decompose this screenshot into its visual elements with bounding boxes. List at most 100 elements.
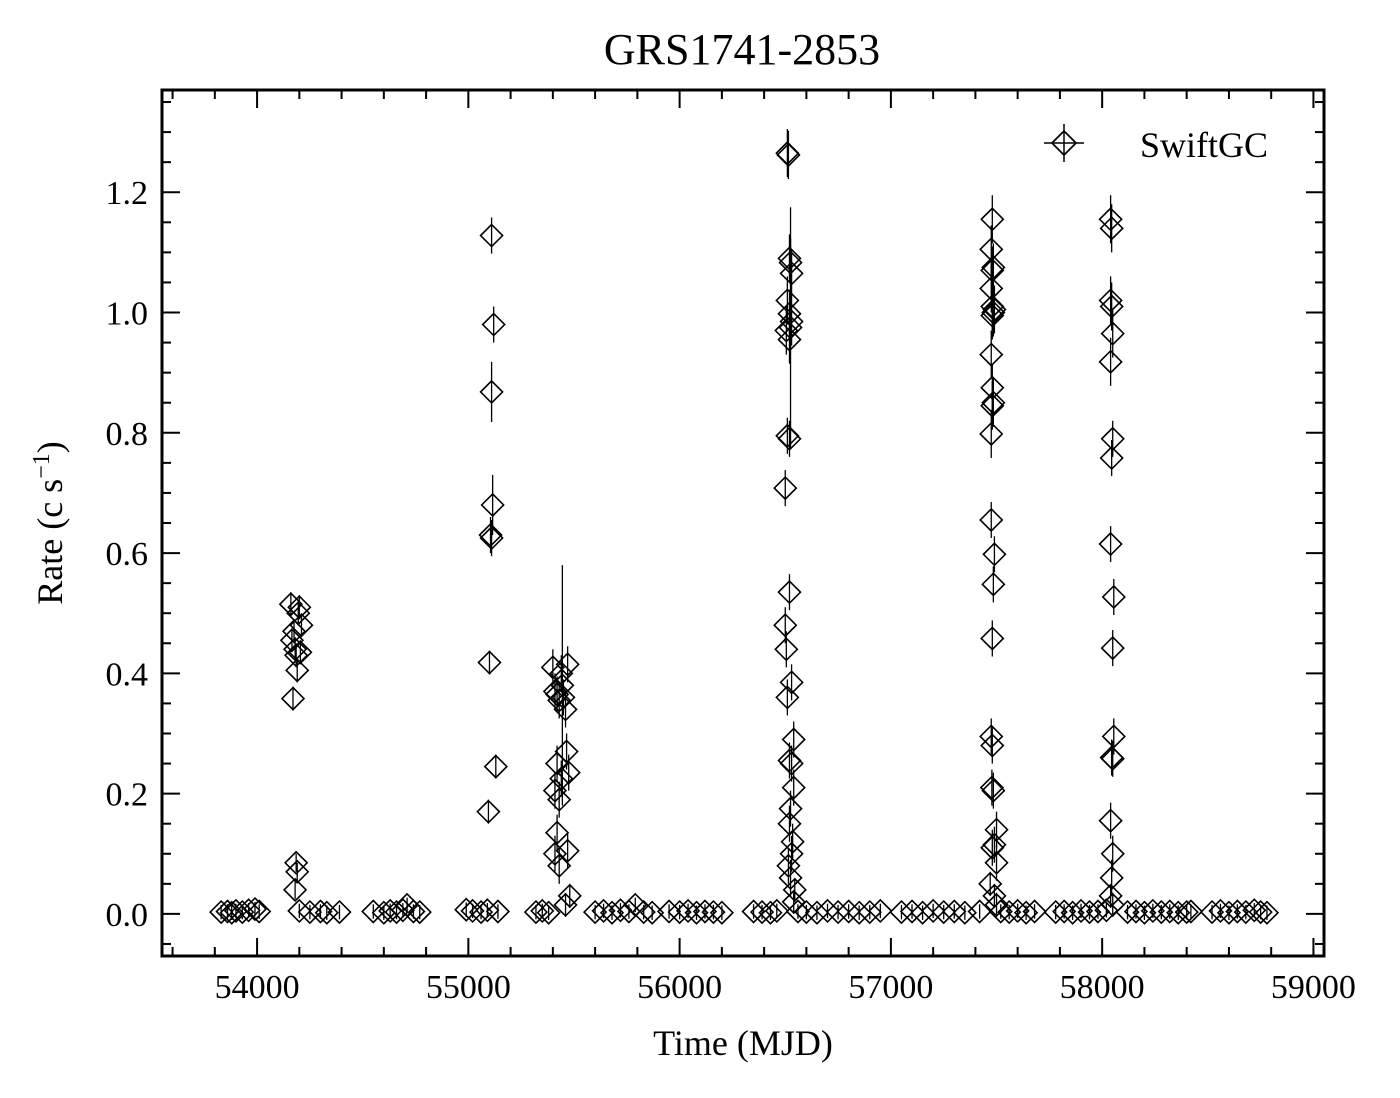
diamond-marker <box>777 327 802 352</box>
data-point <box>781 769 806 806</box>
x-tick-label: 56000 <box>637 969 722 1006</box>
diamond-marker <box>774 637 799 662</box>
data-point <box>555 832 580 869</box>
y-axis-label-close: ) <box>30 441 70 453</box>
diamond-marker <box>779 261 804 286</box>
diamond-marker <box>982 542 1007 567</box>
diamond-marker <box>1100 841 1125 866</box>
diamond-marker <box>1051 899 1077 924</box>
diamond-marker <box>779 751 804 776</box>
diamond-marker <box>1208 898 1233 924</box>
diamond-marker <box>1166 900 1191 925</box>
diamond-marker <box>407 899 432 925</box>
data-point <box>775 276 800 325</box>
data-point <box>776 130 801 180</box>
diamond-marker <box>544 682 570 707</box>
data-point <box>778 859 803 896</box>
diamond-marker <box>774 318 799 343</box>
diamond-marker <box>942 899 967 924</box>
data-point <box>542 772 568 809</box>
data-point <box>479 217 504 254</box>
diamond-marker <box>773 613 798 638</box>
data-point <box>776 847 801 884</box>
diamond-marker <box>1013 900 1039 925</box>
diamond-marker <box>978 871 1003 896</box>
diamond-marker <box>536 900 561 925</box>
diamond-marker <box>981 572 1006 597</box>
diamond-marker <box>825 899 851 925</box>
diamond-marker <box>1099 865 1124 890</box>
y-axis-label-sup: −1 <box>29 453 55 479</box>
diamond-marker <box>1115 899 1140 925</box>
y-axis-label-main: Rate (c s <box>30 479 70 605</box>
legend: SwiftGC <box>1044 124 1268 165</box>
data-point <box>485 899 511 924</box>
data-point <box>741 899 766 924</box>
data-point <box>773 470 798 507</box>
diamond-marker <box>804 900 830 925</box>
data-point <box>407 899 432 925</box>
data-point <box>982 285 1007 334</box>
data-point <box>289 613 314 638</box>
diamond-marker <box>230 899 255 925</box>
diamond-marker <box>1098 349 1123 374</box>
data-point <box>1157 899 1182 924</box>
diamond-marker <box>979 775 1005 800</box>
data-point <box>984 844 1009 881</box>
diamond-marker <box>608 898 633 923</box>
x-tick-label: 57000 <box>848 969 933 1006</box>
x-tick-label: 55000 <box>426 969 511 1006</box>
diamond-marker <box>982 297 1007 322</box>
diamond-marker <box>1101 584 1126 610</box>
diamond-marker <box>247 899 272 924</box>
diamond-marker <box>223 898 249 924</box>
diamond-marker <box>542 778 568 803</box>
diamond-marker <box>778 865 803 890</box>
data-point <box>287 595 312 620</box>
data-point <box>288 640 313 665</box>
data-point <box>481 306 506 343</box>
diamond-marker <box>523 899 549 925</box>
data-point <box>1022 899 1047 924</box>
data-point <box>623 892 648 918</box>
diamond-marker <box>684 900 709 925</box>
data-point <box>285 658 310 683</box>
diamond-marker <box>1094 898 1119 923</box>
legend-marker <box>1050 129 1078 157</box>
diamond-marker <box>479 223 504 248</box>
diamond-marker <box>631 899 656 925</box>
diamond-marker <box>1098 207 1123 232</box>
data-point <box>775 679 800 716</box>
diamond-marker <box>781 727 806 752</box>
diamond-marker <box>857 899 882 925</box>
diamond-marker <box>530 898 555 924</box>
diamond-marker <box>709 900 735 925</box>
data-point <box>773 607 798 644</box>
data-point <box>1100 892 1125 918</box>
diamond-marker <box>284 643 309 668</box>
diamond-marker <box>557 883 582 908</box>
diamond-marker <box>479 379 504 405</box>
data-point <box>553 691 578 728</box>
diamond-marker <box>1100 635 1125 661</box>
diamond-marker <box>591 898 616 924</box>
diamond-marker <box>1140 898 1166 924</box>
diamond-marker <box>778 315 803 340</box>
diamond-marker <box>479 525 504 551</box>
plot-frame <box>160 88 1326 958</box>
data-point <box>692 899 718 924</box>
diamond-marker <box>542 841 568 866</box>
diamond-marker <box>278 592 304 617</box>
diamond-marker <box>979 276 1004 301</box>
data-point <box>868 898 893 924</box>
axis-ticks: 54000 55000 56000 57000 58000 59000 0.0 0.2 0.4 0… <box>106 90 1356 1006</box>
diamond-marker <box>984 850 1009 875</box>
y-tick-label: 0.4 <box>106 656 149 693</box>
data-point <box>709 900 735 925</box>
data-point <box>483 754 508 779</box>
data-point <box>582 899 608 925</box>
data-point <box>982 536 1007 573</box>
diamond-marker <box>547 688 572 713</box>
diamond-marker <box>667 899 692 925</box>
diamond-marker <box>741 899 766 924</box>
